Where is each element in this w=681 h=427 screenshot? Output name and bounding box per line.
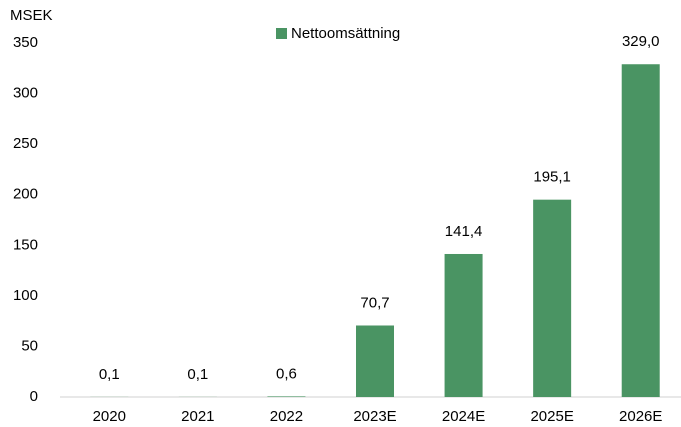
y-tick-label: 150 [13, 236, 38, 253]
y-tick-label: 250 [13, 135, 38, 152]
x-tick-label: 2026E [619, 408, 662, 425]
y-tick-label: 350 [13, 34, 38, 51]
bar [444, 253, 483, 397]
y-tick-label: 200 [13, 186, 38, 203]
x-tick-label: 2022 [270, 408, 303, 425]
bar [356, 325, 394, 397]
value-label: 195,1 [533, 169, 571, 186]
x-tick-label: 2023E [353, 408, 396, 425]
value-label: 70,7 [360, 294, 389, 311]
value-label: 329,0 [622, 33, 660, 50]
x-tick-label: 2024E [442, 408, 485, 425]
value-label: 141,4 [445, 223, 483, 240]
y-tick-label: 50 [21, 337, 38, 354]
value-label: 0,6 [276, 365, 297, 382]
legend-label: Nettoomsättning [291, 25, 400, 42]
x-tick-label: 2025E [530, 408, 573, 425]
bar [267, 396, 306, 397]
y-tick-label: 300 [13, 85, 38, 102]
legend-swatch [276, 28, 287, 39]
value-label: 0,1 [187, 366, 208, 383]
bar [621, 64, 660, 398]
value-label: 0,1 [99, 366, 120, 383]
x-tick-label: 2020 [93, 408, 126, 425]
y-tick-label: 0 [30, 388, 38, 405]
bar [533, 199, 572, 397]
y-tick-label: 100 [13, 287, 38, 304]
y-axis-label: MSEK [10, 7, 53, 24]
x-tick-label: 2021 [181, 408, 214, 425]
